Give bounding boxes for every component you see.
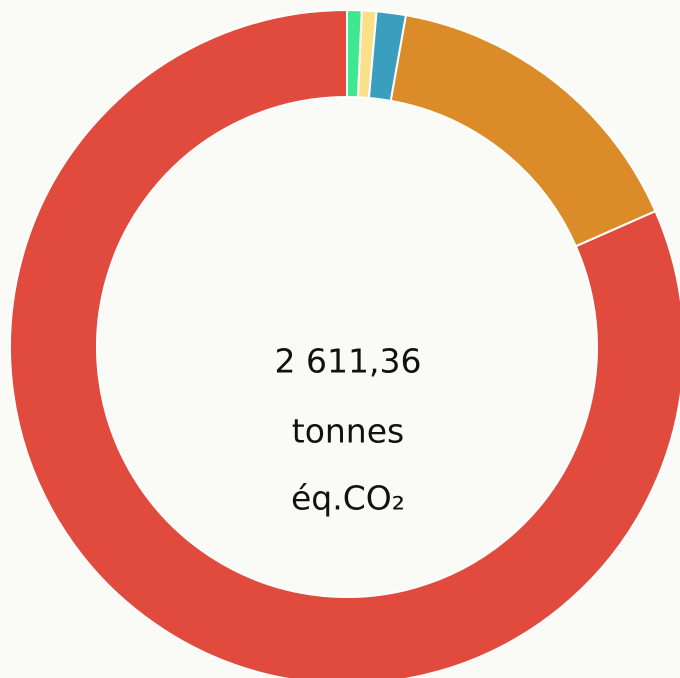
center-unit: tonnes xyxy=(292,412,404,451)
donut-segment xyxy=(9,8,680,678)
center-value: 2 611,36 xyxy=(275,342,422,381)
donut xyxy=(9,8,680,678)
center-unit: éq.CO₂ xyxy=(291,479,405,518)
